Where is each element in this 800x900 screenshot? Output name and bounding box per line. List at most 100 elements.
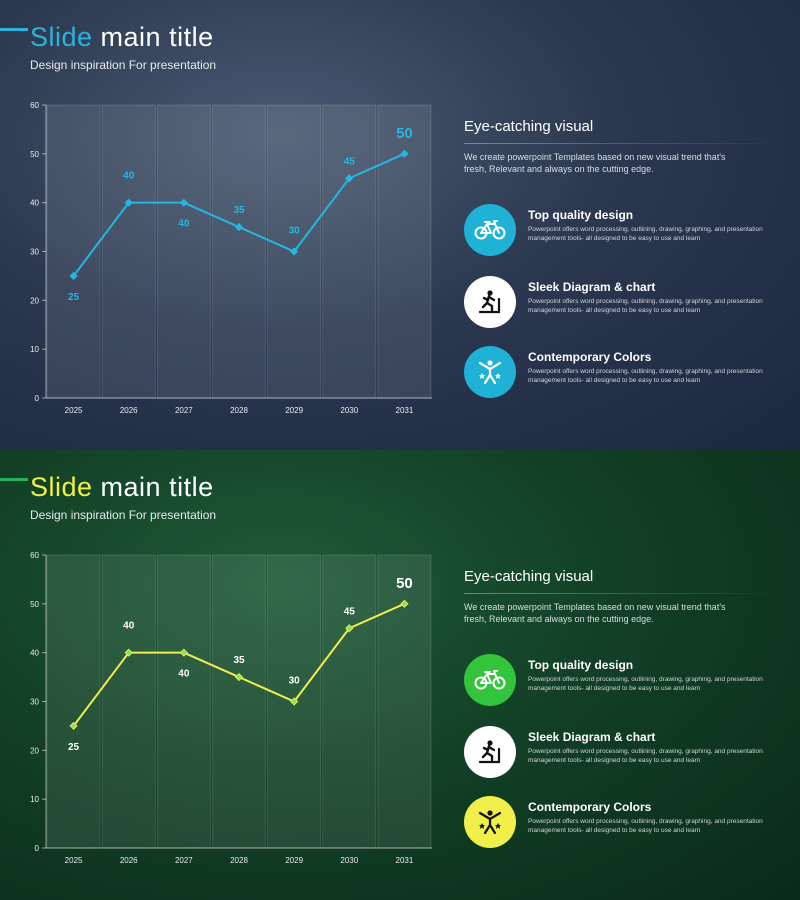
feature-title: Sleek Diagram & chart xyxy=(528,280,656,294)
data-label: 40 xyxy=(123,171,135,182)
y-tick-label: 40 xyxy=(30,199,39,208)
y-tick-label: 60 xyxy=(30,101,39,110)
section-divider xyxy=(464,593,784,594)
data-label: 45 xyxy=(344,156,356,167)
feature-description: Powerpoint offers word processing, outli… xyxy=(528,298,763,314)
star-person-icon xyxy=(478,810,502,835)
title-accent-word: Slide xyxy=(30,22,93,52)
feature-circle xyxy=(464,726,516,778)
y-tick-label: 30 xyxy=(30,698,39,707)
feature-title: Contemporary Colors xyxy=(528,350,652,364)
column-band xyxy=(322,104,377,399)
feature-item-contemporary-colors: Contemporary Colors Powerpoint offers wo… xyxy=(464,796,784,848)
column-band xyxy=(212,554,266,849)
treadmill-icon xyxy=(478,290,501,314)
section-description: We create powerpoint Templates based on … xyxy=(464,602,726,624)
data-point xyxy=(124,648,133,657)
y-tick-label: 50 xyxy=(30,150,39,159)
feature-description: Powerpoint offers word processing, outli… xyxy=(528,368,763,384)
y-tick-label: 10 xyxy=(30,795,39,804)
data-label: 40 xyxy=(178,219,190,230)
treadmill-icon xyxy=(478,740,501,764)
section-description: We create powerpoint Templates based on … xyxy=(464,152,726,174)
feature-item-sleek-diagram: Sleek Diagram & chart Powerpoint offers … xyxy=(464,276,784,328)
x-tick-label: 2026 xyxy=(120,406,138,415)
feature-title: Sleek Diagram & chart xyxy=(528,730,656,744)
feature-circle xyxy=(464,204,516,256)
x-tick-label: 2025 xyxy=(65,406,83,415)
column-band xyxy=(156,554,211,849)
data-label: 45 xyxy=(344,606,356,617)
x-tick-label: 2031 xyxy=(396,406,414,415)
column-band xyxy=(101,104,156,399)
slide-subtitle: Design inspiration For presentation xyxy=(30,58,217,72)
feature-title: Top quality design xyxy=(528,208,634,222)
data-label: 30 xyxy=(289,226,301,237)
x-tick-label: 2031 xyxy=(396,856,414,865)
data-point xyxy=(234,672,244,682)
feature-item-top-quality: Top quality design Powerpoint offers wor… xyxy=(464,204,784,256)
data-label: 25 xyxy=(68,742,80,753)
x-tick-label: 2028 xyxy=(230,856,248,865)
data-point xyxy=(179,648,188,657)
x-tick-label: 2028 xyxy=(230,406,248,415)
column-band xyxy=(377,554,432,849)
y-tick-label: 20 xyxy=(30,746,39,755)
title-accent-word: Slide xyxy=(30,472,93,502)
slide-subtitle: Design inspiration For presentation xyxy=(30,508,217,522)
feature-description: Powerpoint offers word processing, outli… xyxy=(528,748,763,764)
x-tick-label: 2030 xyxy=(340,406,358,415)
column-band xyxy=(156,104,211,399)
section-divider xyxy=(464,143,784,144)
feature-item-contemporary-colors: Contemporary Colors Powerpoint offers wo… xyxy=(464,346,784,398)
feature-title: Contemporary Colors xyxy=(528,800,652,814)
data-label: 30 xyxy=(289,676,301,687)
x-tick-label: 2025 xyxy=(65,856,83,865)
x-tick-label: 2027 xyxy=(175,856,193,865)
data-label: 50 xyxy=(396,575,413,592)
column-band xyxy=(101,554,156,849)
y-tick-label: 60 xyxy=(30,551,39,560)
column-band xyxy=(322,554,377,849)
slide-blue: Slide main title Design inspiration For … xyxy=(0,0,800,450)
data-label: 50 xyxy=(396,125,413,142)
data-label: 25 xyxy=(68,292,80,303)
title-accent-bar xyxy=(0,478,28,481)
y-tick-label: 0 xyxy=(35,844,40,853)
y-tick-label: 0 xyxy=(35,394,40,403)
data-point xyxy=(124,198,133,207)
data-label: 40 xyxy=(178,669,190,680)
data-point xyxy=(345,624,354,633)
data-label: 35 xyxy=(233,655,245,666)
y-tick-label: 50 xyxy=(30,600,39,609)
slide-title: Slide main title xyxy=(30,472,214,503)
section-title: Eye-catching visual xyxy=(464,118,594,135)
title-accent-bar xyxy=(0,28,28,31)
data-point xyxy=(179,198,188,207)
star-person-icon xyxy=(478,360,502,385)
section-title: Eye-catching visual xyxy=(464,568,594,585)
title-rest: main title xyxy=(92,472,214,502)
data-point xyxy=(345,174,354,183)
data-point xyxy=(400,599,409,608)
y-tick-label: 10 xyxy=(30,345,39,354)
column-band xyxy=(377,104,432,399)
data-point xyxy=(69,721,78,731)
y-tick-label: 40 xyxy=(30,649,39,658)
slide-green: Slide main title Design inspiration For … xyxy=(0,450,800,900)
data-point xyxy=(69,271,78,281)
column-band xyxy=(212,104,266,399)
x-tick-label: 2029 xyxy=(285,406,303,415)
feature-item-top-quality: Top quality design Powerpoint offers wor… xyxy=(464,654,784,706)
feature-item-sleek-diagram: Sleek Diagram & chart Powerpoint offers … xyxy=(464,726,784,778)
slide-title: Slide main title xyxy=(30,22,214,53)
bicycle-icon xyxy=(474,670,506,690)
feature-description: Powerpoint offers word processing, outli… xyxy=(528,226,763,242)
bicycle-icon xyxy=(474,220,506,240)
data-point xyxy=(400,149,409,158)
y-tick-label: 20 xyxy=(30,296,39,305)
y-tick-label: 30 xyxy=(30,248,39,257)
feature-description: Powerpoint offers word processing, outli… xyxy=(528,676,763,692)
